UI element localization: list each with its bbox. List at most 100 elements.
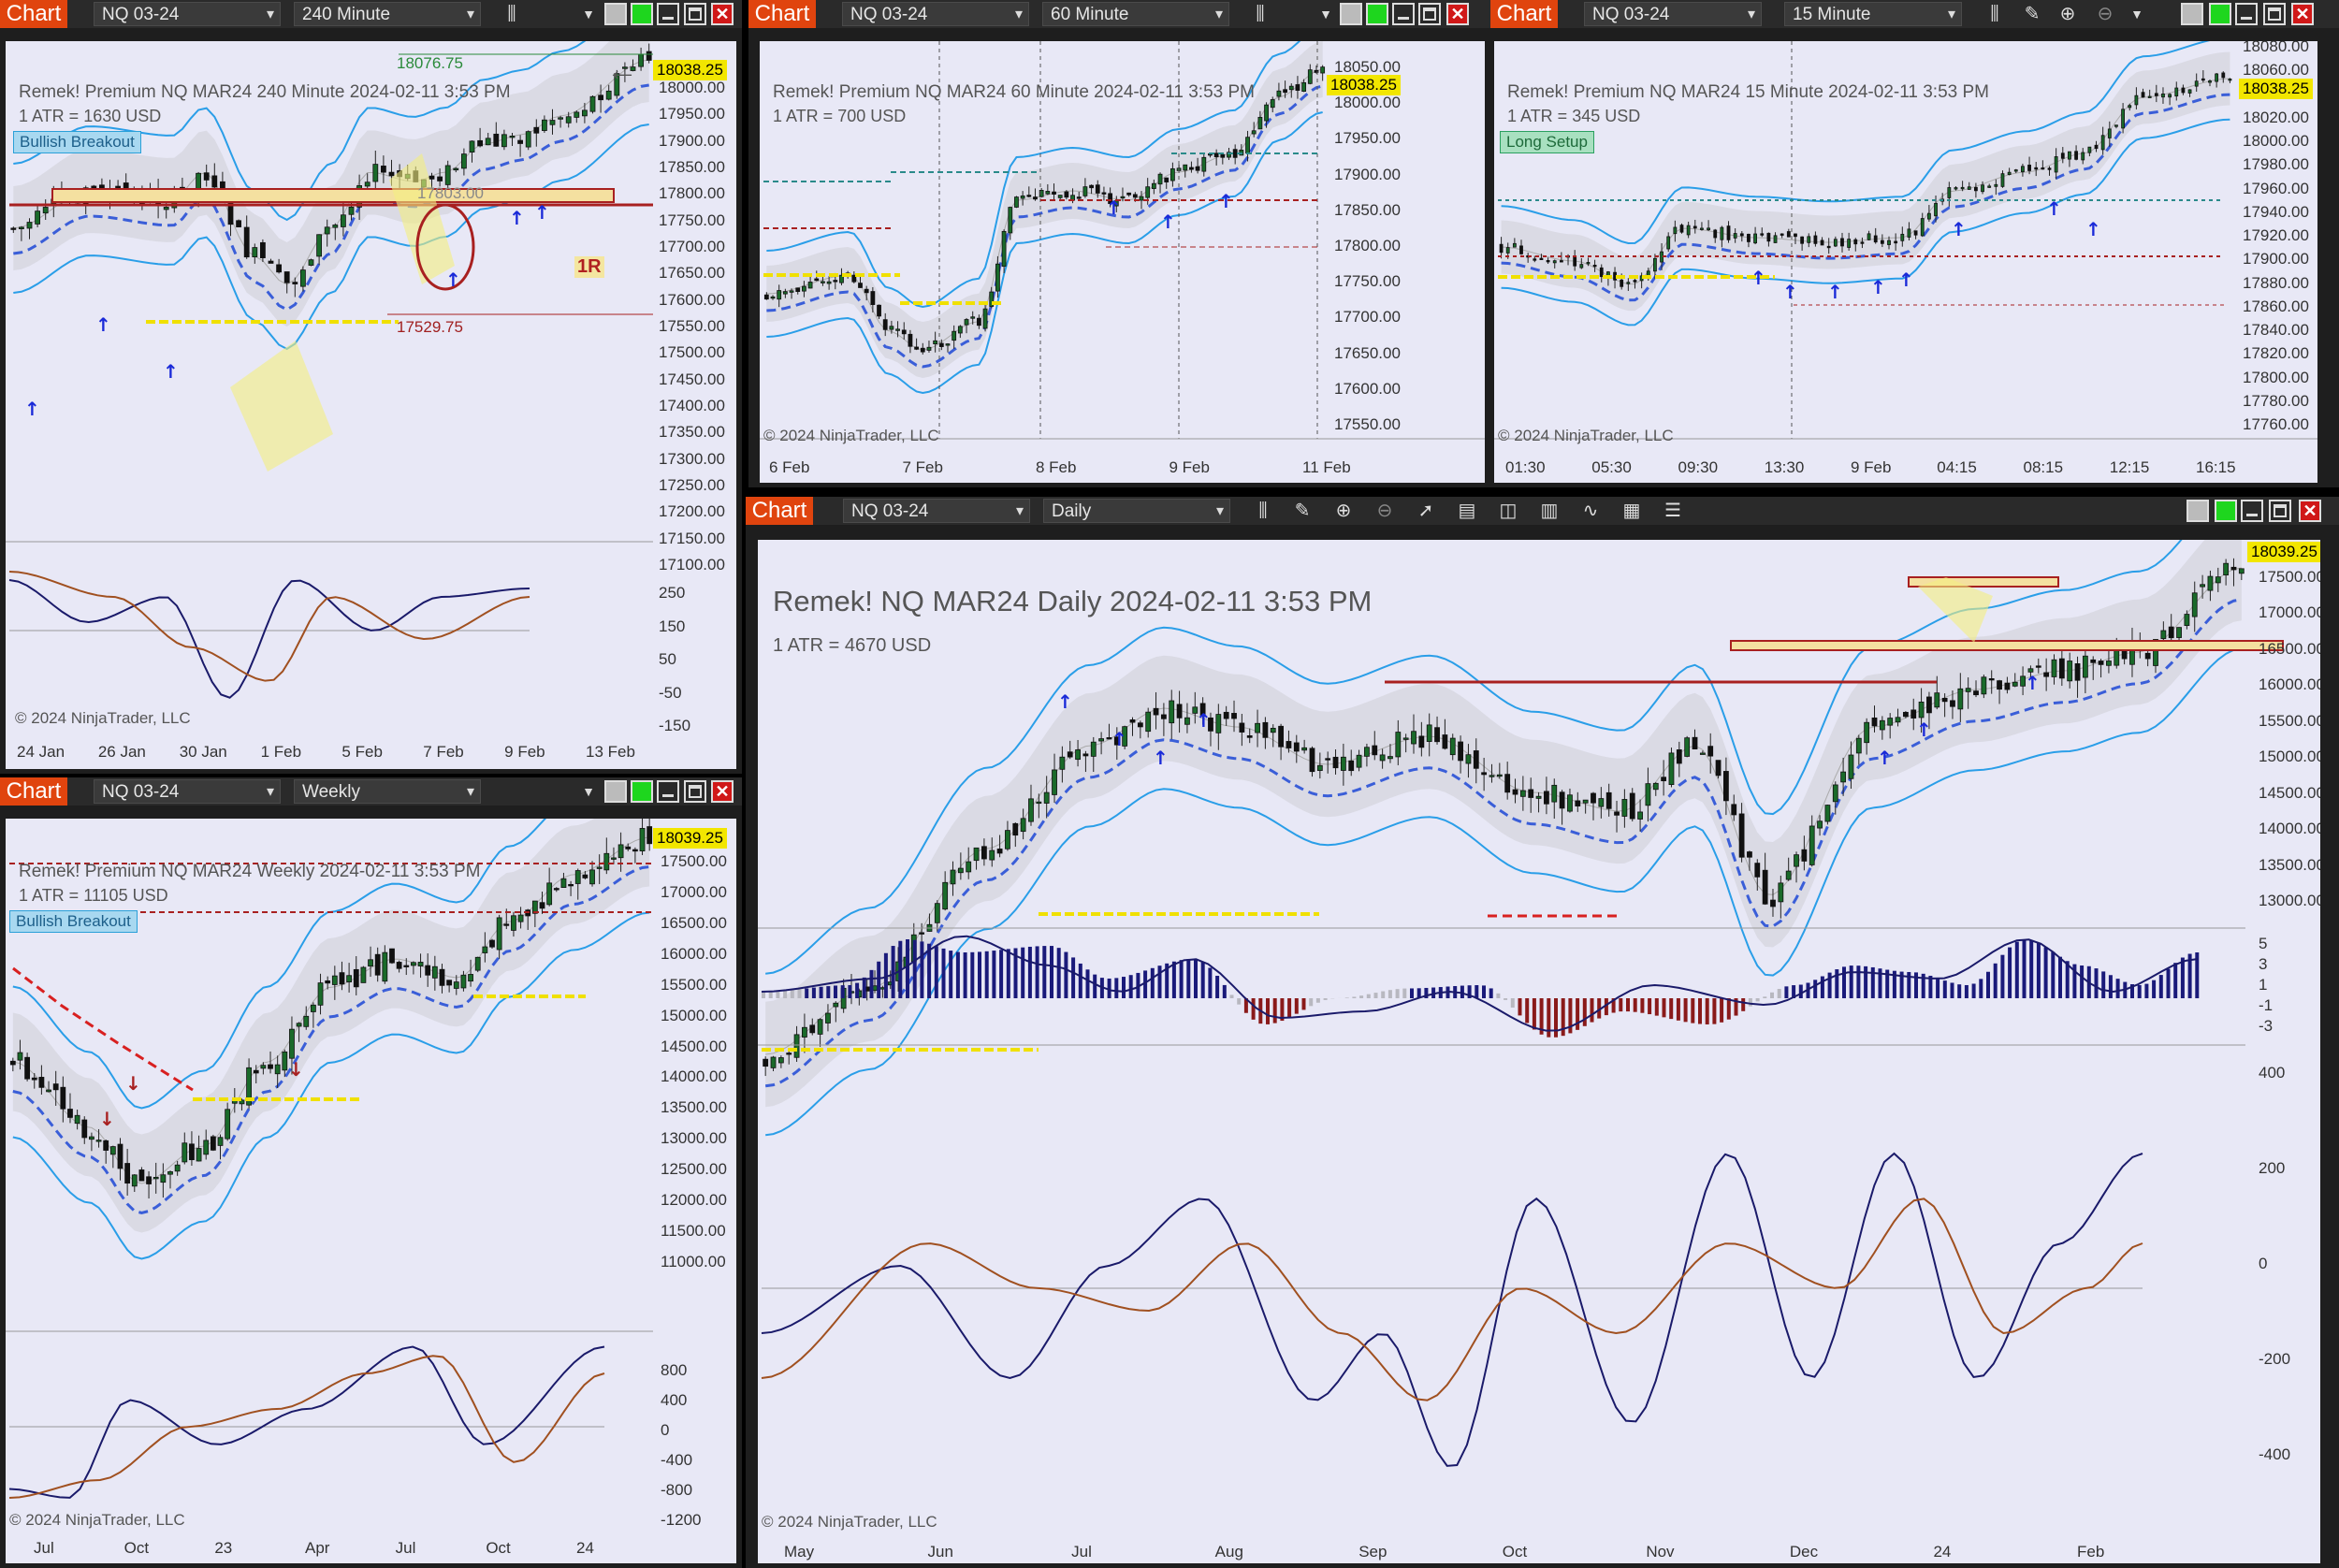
price-axis-label: 17880.00	[2243, 273, 2309, 292]
timeframe-selector[interactable]: 15 Minute ▾	[1784, 2, 1962, 26]
window-link-button[interactable]	[2181, 3, 2203, 25]
zoom-out-icon[interactable]: ⊖	[2097, 4, 2114, 24]
instrument-selector[interactable]: NQ 03-24 ▾	[1584, 2, 1762, 26]
window-state-button[interactable]	[631, 3, 653, 25]
minimize-button[interactable]	[2235, 3, 2258, 25]
instrument-selector[interactable]: NQ 03-24 ▾	[94, 779, 281, 804]
timeframe-selector[interactable]: Daily ▾	[1043, 499, 1230, 523]
chart-menu-button[interactable]: Chart	[746, 497, 813, 525]
window-link-button[interactable]	[604, 780, 627, 803]
timeframe-selector[interactable]: Weekly ▾	[294, 779, 481, 804]
oscillator-axis-label: 50	[659, 650, 676, 668]
oscillator-axis-label: 250	[659, 584, 686, 602]
time-axis-label: 30 Jan	[179, 743, 227, 761]
time-axis-label: 9 Feb	[1169, 458, 1210, 476]
price-axis-label: 13500.00	[2259, 855, 2320, 874]
copyright-label: © 2024 NinjaTrader, LLC	[762, 1513, 937, 1531]
time-axis-label: 23	[214, 1539, 233, 1557]
instrument-value: NQ 03-24	[102, 5, 180, 24]
window-state-button[interactable]	[2209, 3, 2231, 25]
chart-window-15min: Chart NQ 03-24 ▾ 15 Minute ▾ ⫼ ✎ ⊕ ⊖ ▼ ✕ ↑…	[1490, 0, 2339, 487]
instrument-selector[interactable]: NQ 03-24 ▾	[843, 499, 1030, 523]
window-state-button[interactable]	[1366, 3, 1388, 25]
maximize-button[interactable]	[2269, 500, 2291, 522]
strategies-icon[interactable]: ∿	[1582, 501, 1599, 521]
chevron-down-icon: ▾	[1014, 7, 1023, 22]
chart-header: Remek! Premium NQ MAR24 60 Minute 2024-0…	[773, 82, 1255, 102]
templates-icon[interactable]: ▦	[1622, 501, 1641, 521]
close-button[interactable]: ✕	[711, 780, 734, 803]
price-axis-label: 17400.00	[659, 397, 725, 414]
chart-menu-button[interactable]: Chart	[0, 777, 67, 806]
buy-signal-arrow-icon: ↑	[445, 269, 461, 291]
close-button[interactable]: ✕	[711, 3, 734, 25]
chart-panel[interactable]: ↑ ↑ ↑ Remek! Premium NQ MAR24 60 Minute 20…	[760, 41, 1485, 483]
minimize-button[interactable]	[657, 3, 679, 25]
close-button[interactable]: ✕	[2291, 3, 2314, 25]
time-axis-label: 08:15	[2023, 458, 2064, 476]
zoom-in-icon[interactable]: ⊕	[1335, 501, 1352, 521]
zoom-in-icon[interactable]: ⊕	[2059, 4, 2076, 24]
price-axis-label: 17300.00	[659, 449, 725, 468]
copyright-label: © 2024 NinjaTrader, LLC	[15, 709, 191, 727]
chart-panel[interactable]: ↑ ↑ ↑ ↑ ↑ ↑ Remek! Premium NQ MAR24 240 Minut…	[6, 41, 736, 769]
close-button[interactable]: ✕	[2299, 500, 2321, 522]
atr-label: 1 ATR = 11105 USD	[19, 886, 168, 905]
window-link-button[interactable]	[1340, 3, 1362, 25]
dropdown-arrow-icon[interactable]: ▼	[582, 7, 595, 22]
minimize-button[interactable]	[1392, 3, 1415, 25]
drawing-pencil-icon[interactable]: ✎	[1294, 501, 1311, 521]
bar-type-icon[interactable]: ⫼	[507, 4, 516, 24]
chart-menu-button[interactable]: Chart	[748, 0, 816, 28]
price-axis-label: 16500.00	[661, 913, 727, 932]
indicators-icon[interactable]: ▥	[1540, 501, 1559, 521]
price-axis-label: 17850.00	[659, 158, 725, 176]
pointer-icon[interactable]: ➚	[1417, 501, 1434, 521]
dropdown-arrow-icon[interactable]: ▼	[582, 784, 595, 799]
price-axis-label: 14000.00	[2259, 820, 2320, 838]
bar-type-icon[interactable]: ⫼	[1256, 4, 1265, 24]
instrument-selector[interactable]: NQ 03-24 ▾	[94, 2, 281, 26]
minimize-button[interactable]	[657, 780, 679, 803]
time-axis-label: Jul	[1071, 1543, 1092, 1561]
chart-panel[interactable]: ↑ ↑ ↑ ↑ ↑ ↑ ↑ Remek! NQ MAR24 Daily 2024-02-11…	[758, 540, 2320, 1563]
minimize-button[interactable]	[2241, 500, 2263, 522]
close-button[interactable]: ✕	[1446, 3, 1469, 25]
price-axis-label: 17500.00	[659, 343, 725, 362]
maximize-button[interactable]	[684, 780, 706, 803]
chart-trader-icon[interactable]: ◫	[1499, 501, 1518, 521]
price-axis-label: 13000.00	[2259, 892, 2320, 909]
signal-badge: Bullish Breakout	[9, 910, 138, 933]
data-box-icon[interactable]: ▤	[1458, 501, 1476, 521]
bar-type-icon[interactable]: ⫼	[1990, 4, 1999, 24]
window-link-button[interactable]	[2186, 500, 2209, 522]
buy-signal-arrow-icon: ↑	[1196, 709, 1212, 732]
timeframe-selector[interactable]: 60 Minute ▾	[1042, 2, 1229, 26]
back-arrow-icon[interactable]: ←	[606, 52, 638, 88]
timeframe-selector[interactable]: 240 Minute ▾	[294, 2, 481, 26]
maximize-button[interactable]	[684, 3, 706, 25]
price-axis-label: 18080.00	[2243, 41, 2309, 55]
window-state-button[interactable]	[2215, 500, 2237, 522]
dropdown-arrow-icon[interactable]: ▼	[2130, 7, 2143, 22]
price-axis-label: 15000.00	[2259, 748, 2320, 766]
time-axis-label: 04:15	[1937, 458, 1977, 476]
maximize-button[interactable]	[2263, 3, 2286, 25]
buy-signal-arrow-icon: ↑	[1827, 281, 1843, 303]
window-state-button[interactable]	[631, 780, 653, 803]
maximize-button[interactable]	[1418, 3, 1441, 25]
sell-signal-arrow-icon: ↓	[288, 1058, 304, 1081]
chart-panel[interactable]: ↓ ↓ ↓ Remek! Premium NQ MAR24 Weekly 2024-…	[6, 819, 736, 1563]
properties-icon[interactable]: ☰	[1664, 501, 1681, 521]
zoom-out-icon[interactable]: ⊖	[1376, 501, 1393, 521]
dropdown-arrow-icon[interactable]: ▼	[1319, 7, 1332, 22]
drawing-pencil-icon[interactable]: ✎	[2024, 4, 2041, 24]
chart-menu-button[interactable]: Chart	[1490, 0, 1558, 28]
chart-panel[interactable]: ↑ ↑ ↑ ↑ ↑ ↑ ↑ ↑ Remek! Premium NQ MAR24 15 Minu…	[1494, 41, 2317, 483]
instrument-selector[interactable]: NQ 03-24 ▾	[842, 2, 1029, 26]
bar-type-icon[interactable]: ⫼	[1258, 501, 1268, 521]
chart-menu-button[interactable]: Chart	[0, 0, 67, 28]
window-link-button[interactable]	[604, 3, 627, 25]
time-axis-label: May	[784, 1543, 815, 1561]
histogram-axis-label: 1	[2259, 976, 2268, 994]
